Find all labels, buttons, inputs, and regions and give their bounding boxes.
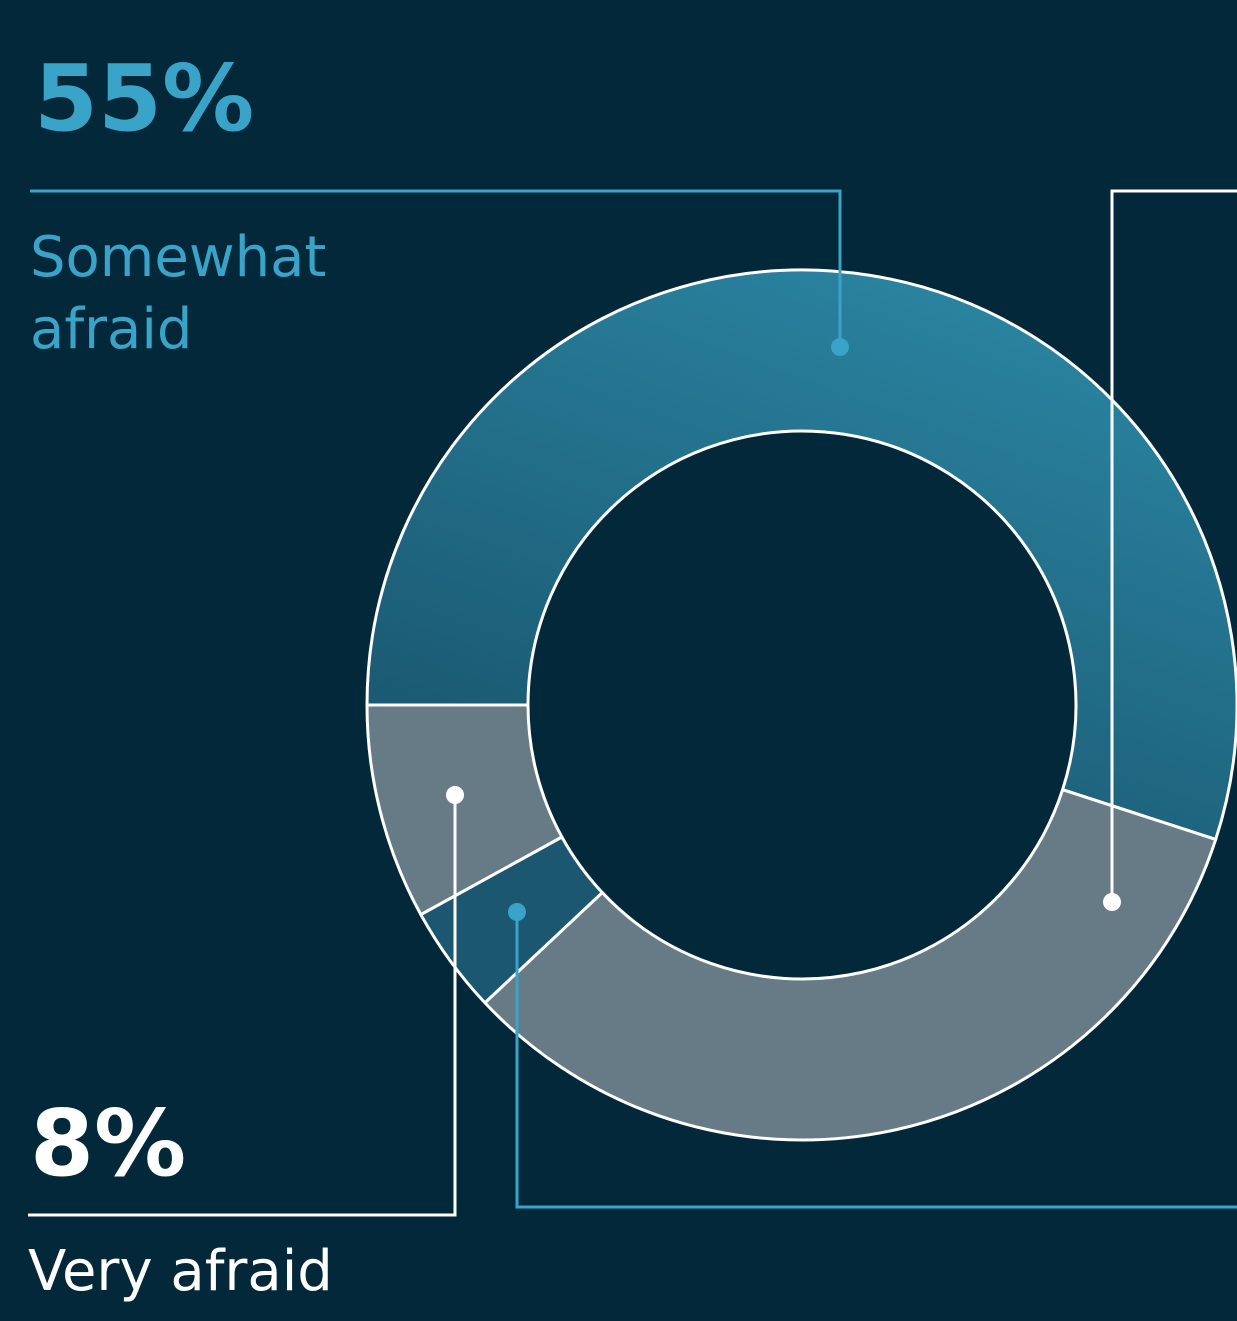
callouts	[28, 189, 1237, 1217]
category-label: Very afraid	[28, 1239, 333, 1304]
leader-dot	[508, 903, 526, 921]
value-label: 55%	[34, 45, 255, 152]
leader-line	[1110, 189, 1237, 902]
leader-dot	[831, 338, 849, 356]
donut	[365, 268, 1237, 1142]
donut-segment	[365, 703, 564, 917]
value-label: 8%	[30, 1090, 187, 1197]
leader-line	[30, 189, 842, 347]
category-label: Somewhat afraid	[30, 225, 327, 362]
leader-line	[28, 795, 457, 1217]
leader-line	[515, 912, 1237, 1209]
donut-segment	[483, 788, 1218, 1142]
leader-dot	[1103, 893, 1121, 911]
leader-dot	[446, 786, 464, 804]
